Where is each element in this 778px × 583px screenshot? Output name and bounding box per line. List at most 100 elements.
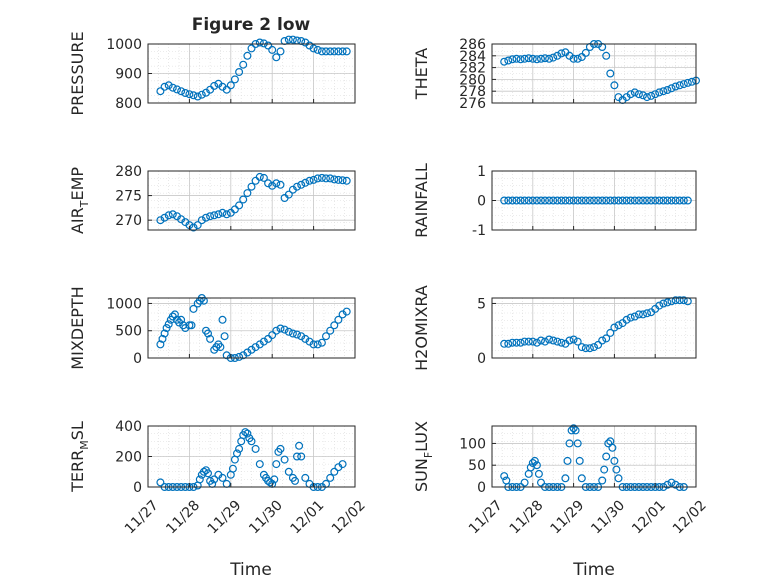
y-tick-label: 280 — [115, 164, 142, 180]
data-point — [342, 47, 351, 56]
data-point — [675, 81, 684, 90]
data-point — [581, 48, 590, 57]
y-axis-label: SUNFLUX — [412, 421, 435, 492]
data-point — [272, 460, 281, 469]
data-point — [268, 45, 277, 54]
data-point — [185, 90, 194, 99]
data-point — [532, 196, 541, 205]
data-point — [528, 196, 537, 205]
data-point — [241, 428, 250, 437]
data-point — [675, 296, 684, 305]
data-point — [500, 339, 509, 348]
subplot-mixdepth: 0 500 1000 MIXDEPTH — [68, 286, 356, 370]
data-point — [534, 469, 543, 478]
data-point — [683, 196, 692, 205]
data-point — [500, 196, 509, 205]
data-point — [569, 424, 578, 433]
data-point — [512, 196, 521, 205]
data-point — [545, 196, 554, 205]
y-axis-label: MIXDEPTH — [68, 286, 87, 369]
data-point — [504, 196, 513, 205]
data-point — [655, 301, 664, 310]
data-point — [528, 337, 537, 346]
y-tick-label: 400 — [115, 419, 142, 435]
subplot-pressure: 800 900 1000 PRESSURE — [68, 31, 356, 116]
data-point — [638, 196, 647, 205]
data-point — [230, 75, 239, 84]
data-point — [276, 47, 285, 56]
data-point — [630, 312, 639, 321]
data-point — [575, 456, 584, 465]
data-point — [594, 340, 603, 349]
data-point — [309, 44, 318, 53]
data-point — [235, 201, 244, 210]
data-point — [634, 310, 643, 319]
data-point — [206, 334, 215, 343]
data-point — [500, 472, 509, 481]
data-point — [642, 309, 651, 318]
data-point — [585, 196, 594, 205]
data-point — [334, 47, 343, 56]
y-axis-label: PRESSURE — [68, 31, 87, 115]
data-point — [220, 332, 229, 341]
data-point — [638, 310, 647, 319]
data-point — [156, 478, 165, 487]
data-point — [247, 182, 256, 191]
y-axis-label-text: SL — [68, 421, 87, 440]
data-point — [259, 39, 268, 48]
data-point — [647, 91, 656, 100]
data-point — [187, 321, 196, 330]
axes-box — [147, 425, 356, 488]
data-point — [512, 54, 521, 63]
y-tick-label: 286 — [459, 37, 486, 53]
data-point — [197, 90, 206, 99]
data-point — [268, 331, 277, 340]
data-point — [536, 196, 545, 205]
data-point — [536, 336, 545, 345]
data-point — [622, 196, 631, 205]
data-point — [573, 54, 582, 63]
y-axis-label-subscript: T — [78, 200, 91, 208]
data-point — [313, 45, 322, 54]
data-point — [330, 47, 339, 56]
y-axis-label-text: PRESSURE — [68, 31, 87, 115]
data-point — [210, 211, 219, 220]
subplot-h2omixra: 0 5 H2OMIXRA — [412, 285, 697, 371]
data-point — [301, 334, 310, 343]
data-point — [565, 439, 574, 448]
data-point — [264, 179, 273, 188]
y-tick-label: 276 — [459, 96, 486, 112]
data-point — [581, 344, 590, 353]
data-point — [612, 465, 621, 474]
data-point — [193, 92, 202, 101]
axes-box — [491, 425, 697, 488]
data-point — [226, 81, 235, 90]
data-point — [160, 213, 169, 222]
data-point — [272, 179, 281, 188]
data-point — [659, 299, 668, 308]
data-point — [606, 328, 615, 337]
data-point — [606, 69, 615, 78]
x-axis-label-left: Time — [229, 560, 272, 580]
axes-box — [147, 297, 356, 359]
data-point — [532, 55, 541, 64]
y-tick-label: 0 — [133, 480, 142, 496]
data-point — [326, 174, 335, 183]
data-point — [553, 51, 562, 60]
data-point — [160, 82, 169, 91]
data-point — [659, 87, 668, 96]
data-point — [614, 196, 623, 205]
data-point — [210, 475, 219, 484]
y-tick-label: 1 — [477, 164, 486, 180]
data-point — [618, 196, 627, 205]
data-point — [634, 196, 643, 205]
data-point — [210, 81, 219, 90]
data-point — [326, 326, 335, 335]
data-point — [334, 175, 343, 184]
data-point — [251, 444, 260, 453]
data-point — [512, 338, 521, 347]
data-point — [585, 344, 594, 353]
data-point — [218, 208, 227, 217]
data-point — [626, 196, 635, 205]
